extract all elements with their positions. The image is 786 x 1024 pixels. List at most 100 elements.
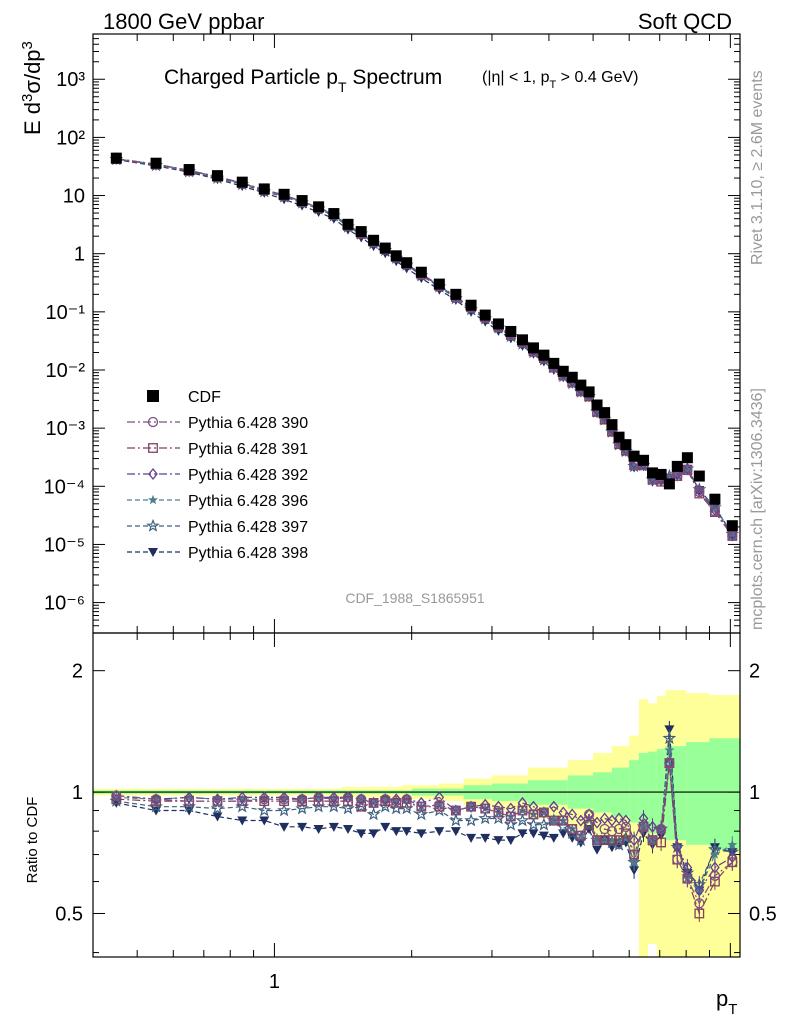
ratio-series-point (647, 834, 658, 846)
cdf-data-point (726, 520, 738, 532)
ratio-series-point (558, 815, 569, 825)
cdf-data-point (606, 419, 618, 431)
ratio-series-point (401, 794, 412, 805)
ratio-series-point (414, 807, 429, 821)
ratio-series-point (548, 800, 559, 813)
ratio-series-point (480, 798, 491, 811)
ratio-series-point (259, 816, 270, 826)
cdf-data-point (150, 157, 162, 169)
ratio-series-point (480, 803, 491, 814)
main-y-tick-label: 10³ (56, 69, 85, 91)
ratio-series-point (380, 794, 391, 804)
ratio-series-point (391, 795, 402, 806)
ratio-series-point (297, 794, 308, 804)
ratio-series-point (212, 795, 223, 807)
ratio-band-inner (686, 742, 710, 845)
ratio-series-point (416, 801, 427, 812)
cdf-data-point (638, 454, 650, 466)
cdf-data-point (538, 349, 550, 361)
legend-entry: Pythia 6.428 397 (188, 519, 308, 536)
ratio-series-point (682, 873, 693, 884)
ratio-y-tick-label: 1 (72, 782, 83, 804)
ratio-series-point (538, 831, 549, 841)
ratio-y-tick-label-right: 2 (749, 661, 760, 683)
ratio-band-inner (629, 760, 639, 823)
ratio-series-point (416, 829, 427, 839)
ratio-series-point (614, 812, 624, 825)
cdf-data-point (663, 478, 675, 490)
main-series-point (694, 486, 705, 498)
main-y-tick-label: 10⁻² (46, 360, 86, 382)
cdf-data-point (368, 234, 380, 246)
ratio-series-point (368, 797, 379, 809)
cdf-data-point (258, 183, 270, 195)
ratio-y-tick-label-right: 0.5 (749, 903, 777, 925)
main-y-tick-label: 10 (63, 186, 85, 208)
ratio-series-point (150, 794, 162, 805)
ratio-series-point (664, 745, 675, 755)
ratio-y-axis-title: Ratio to CDF (24, 797, 41, 884)
cdf-data-point (505, 325, 517, 337)
cdf-data-point (516, 334, 528, 346)
ratio-series-point (465, 801, 477, 812)
ratio-series-point (391, 795, 402, 807)
ratio-series-point (380, 822, 391, 832)
main-series-point (727, 528, 738, 538)
main-series-point (709, 506, 721, 517)
ratio-series-point (296, 794, 308, 805)
legend-entry: Pythia 6.428 398 (188, 545, 308, 562)
cdf-data-point (313, 201, 325, 213)
ratio-series-point (401, 827, 412, 837)
main-y-tick-label: 10⁻³ (46, 418, 86, 440)
ratio-y-tick-label-right: 1 (749, 782, 760, 804)
main-series-point (682, 464, 693, 475)
process-label: Soft QCD (638, 9, 732, 34)
ratio-series-point (493, 836, 504, 846)
cdf-data-point (655, 468, 667, 480)
ratio-series-point (341, 801, 355, 815)
ratio-series-point (599, 812, 610, 825)
x-axis-title: pT (716, 986, 737, 1018)
ratio-series-point (480, 833, 491, 843)
plot-cuts: (|η| < 1, pT > 0.4 GeV) (482, 69, 638, 91)
ratio-series-point (575, 830, 586, 841)
ratio-series-point (313, 796, 324, 806)
main-series-point (664, 472, 675, 482)
ratio-series-point (368, 829, 379, 839)
main-series-point (647, 474, 658, 484)
main-y-tick-label: 1 (74, 244, 85, 266)
cdf-data-point (575, 379, 587, 391)
cdf-data-point (355, 226, 367, 238)
ratio-series-point (505, 811, 516, 822)
ratio-series-point (606, 826, 618, 837)
ratio-series-point (558, 806, 569, 819)
ratio-series-point (493, 807, 504, 818)
cdf-data-point (328, 208, 340, 220)
ratio-series-point (237, 795, 248, 807)
ratio-series-point (328, 794, 339, 804)
spectrum-panel: 10⁻⁶ 10⁻⁵ 10⁻⁴ 10⁻³ 10⁻² 10⁻¹ 1 10 10² 10³ (44, 33, 741, 634)
ratio-series-point (614, 835, 624, 846)
cdf-data-point (450, 288, 462, 300)
ratio-series-point (366, 807, 381, 821)
ratio-series-point (356, 801, 367, 812)
ratio-y-tick-label: 0.5 (55, 903, 83, 925)
ratio-series-point (584, 813, 595, 823)
cdf-data-point (296, 195, 308, 207)
plot-cuts-sub: T (549, 79, 556, 91)
ratio-series-point (493, 800, 504, 813)
legend-entry: Pythia 6.428 390 (188, 415, 308, 432)
cdf-data-point (433, 278, 445, 290)
ratio-series-point (237, 794, 248, 804)
cdf-data-point (390, 250, 402, 262)
cdf-data-point (465, 299, 477, 311)
plot-title: Charged Particle pT Spectrum (164, 66, 442, 95)
ratio-series-point (558, 829, 569, 839)
ratio-series-point (628, 849, 640, 860)
ratio-series-point (664, 757, 675, 769)
ratio-series-point (526, 817, 541, 831)
ratio-frame (92, 632, 741, 958)
ratio-series-point (278, 794, 290, 805)
legend-marker (146, 518, 160, 532)
